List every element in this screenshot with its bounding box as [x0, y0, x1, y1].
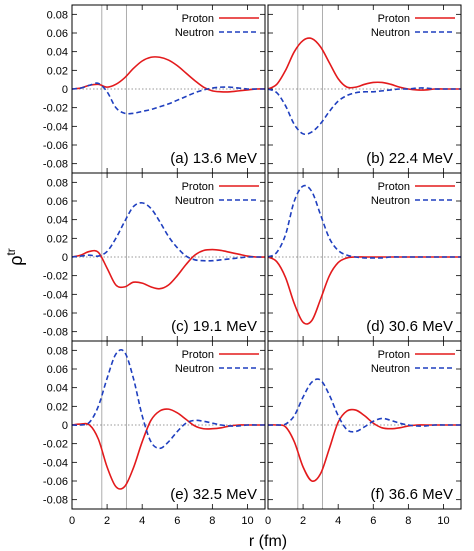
legend-label-proton: Proton — [182, 13, 214, 25]
y-tick-label: -0.08 — [43, 159, 68, 171]
y-tick-label: -0.02 — [43, 103, 68, 115]
neutron-curve — [71, 349, 265, 450]
legend-label-neutron: Neutron — [175, 27, 214, 39]
y-axis-label-sup: tr — [4, 248, 18, 255]
y-tick-label: 0.08 — [47, 9, 68, 21]
neutron-curve — [71, 202, 265, 262]
x-tick-label: 8 — [209, 515, 215, 527]
proton-curve — [71, 408, 265, 490]
panel-a: 0.08 0.06 0.04 0.02 0 -0.02 -0.04 -0.06 -0.08 Pro… — [43, 4, 266, 174]
panels-group: 0.08 0.06 0.04 0.02 0 -0.02 -0.04 -0.06 -0.08 Pro… — [43, 4, 462, 527]
y-tick-label: 0.06 — [47, 364, 68, 376]
panel-e: 0.080.060.040.020-0.02-0.04-0.06-0.080 2 4… — [43, 340, 266, 527]
neutron-curve — [71, 82, 265, 115]
y-axis-label-base: ρ — [6, 256, 26, 266]
y-tick-label: 0.04 — [47, 383, 68, 395]
y-tick-label: -0.08 — [43, 495, 68, 507]
y-tick-label: -0.04 — [43, 289, 68, 301]
legend-label-proton: Proton — [378, 349, 410, 361]
panel-annotation: (c) 19.1 MeV — [171, 318, 257, 335]
legend-label-neutron: Neutron — [175, 195, 214, 207]
legend-label-proton: Proton — [378, 181, 410, 193]
y-tick-label: -0.04 — [43, 121, 68, 133]
y-tick-label: 0.08 — [47, 345, 68, 357]
y-axis-label: ρtr — [4, 248, 26, 266]
proton-curve — [267, 37, 461, 91]
proton-curve — [267, 256, 461, 325]
y-tick-label: -0.06 — [43, 308, 68, 320]
y-tick-label: 0.02 — [47, 233, 68, 245]
y-tick-label: 0.02 — [47, 65, 68, 77]
neutron-curve — [267, 87, 461, 136]
panel-frame — [71, 340, 266, 510]
y-tick-label: -0.04 — [43, 457, 68, 469]
y-tick-label: 0.06 — [47, 28, 68, 40]
legend-label-proton: Proton — [182, 349, 214, 361]
panel-annotation: (a) 13.6 MeV — [170, 150, 257, 167]
y-tick-label: 0 — [62, 420, 68, 432]
x-tick-label: 4 — [335, 515, 341, 527]
y-tick-label: -0.08 — [43, 327, 68, 339]
y-tick-label: 0 — [62, 84, 68, 96]
y-tick-label: 0.08 — [47, 177, 68, 189]
x-tick-label: 6 — [174, 515, 180, 527]
panel-annotation: (e) 32.5 MeV — [170, 486, 257, 503]
proton-curve — [267, 408, 461, 483]
y-tick-label: 0.04 — [47, 47, 68, 59]
y-tick-label: 0.04 — [47, 215, 68, 227]
y-tick-label: -0.02 — [43, 271, 68, 283]
panel-annotation: (d) 30.6 MeV — [366, 318, 453, 335]
neutron-curve — [267, 378, 461, 433]
x-tick-label: 2 — [104, 515, 110, 527]
legend-label-proton: Proton — [378, 13, 410, 25]
legend-label-proton: Proton — [182, 181, 214, 193]
y-tick-label: 0 — [62, 252, 68, 264]
proton-curve — [71, 56, 266, 93]
x-tick-label: 8 — [405, 515, 411, 527]
panel-d: Proton Neutron (d) 30.6 MeV — [267, 172, 462, 342]
x-axis-label: r (fm) — [249, 533, 287, 550]
x-tick-label: 2 — [300, 515, 306, 527]
x-tick-label: 4 — [139, 515, 145, 527]
legend-label-neutron: Neutron — [371, 27, 410, 39]
y-tick-label: 0.02 — [47, 401, 68, 413]
panel-c: 0.08 0.06 0.04 0.02 0 -0.02 -0.04 -0.06 -0.08 Pro… — [43, 172, 266, 342]
neutron-curve — [267, 184, 461, 259]
legend-label-neutron: Neutron — [371, 195, 410, 207]
x-tick-label: 10 — [241, 515, 253, 527]
y-tick-label: -0.02 — [43, 439, 68, 451]
panel-annotation: (f) 36.6 MeV — [370, 486, 453, 503]
y-tick-label: 0.06 — [47, 196, 68, 208]
panel-b: Proton Neutron (b) 22.4 MeV — [267, 4, 462, 174]
y-tick-label: -0.06 — [43, 140, 68, 152]
panel-annotation: (b) 22.4 MeV — [366, 150, 453, 167]
x-tick-label: 0 — [265, 515, 271, 527]
y-tick-label: -0.06 — [43, 476, 68, 488]
x-tick-label: 6 — [370, 515, 376, 527]
proton-curve — [71, 248, 266, 290]
panel-f: 0 2 4 6 8 10 Proton Neutron (f) 36.6 MeV — [265, 340, 462, 527]
panel-frame — [267, 340, 462, 510]
legend-label-neutron: Neutron — [371, 363, 410, 375]
x-tick-label: 10 — [437, 515, 449, 527]
legend-label-neutron: Neutron — [175, 363, 214, 375]
x-tick-label: 0 — [69, 515, 75, 527]
